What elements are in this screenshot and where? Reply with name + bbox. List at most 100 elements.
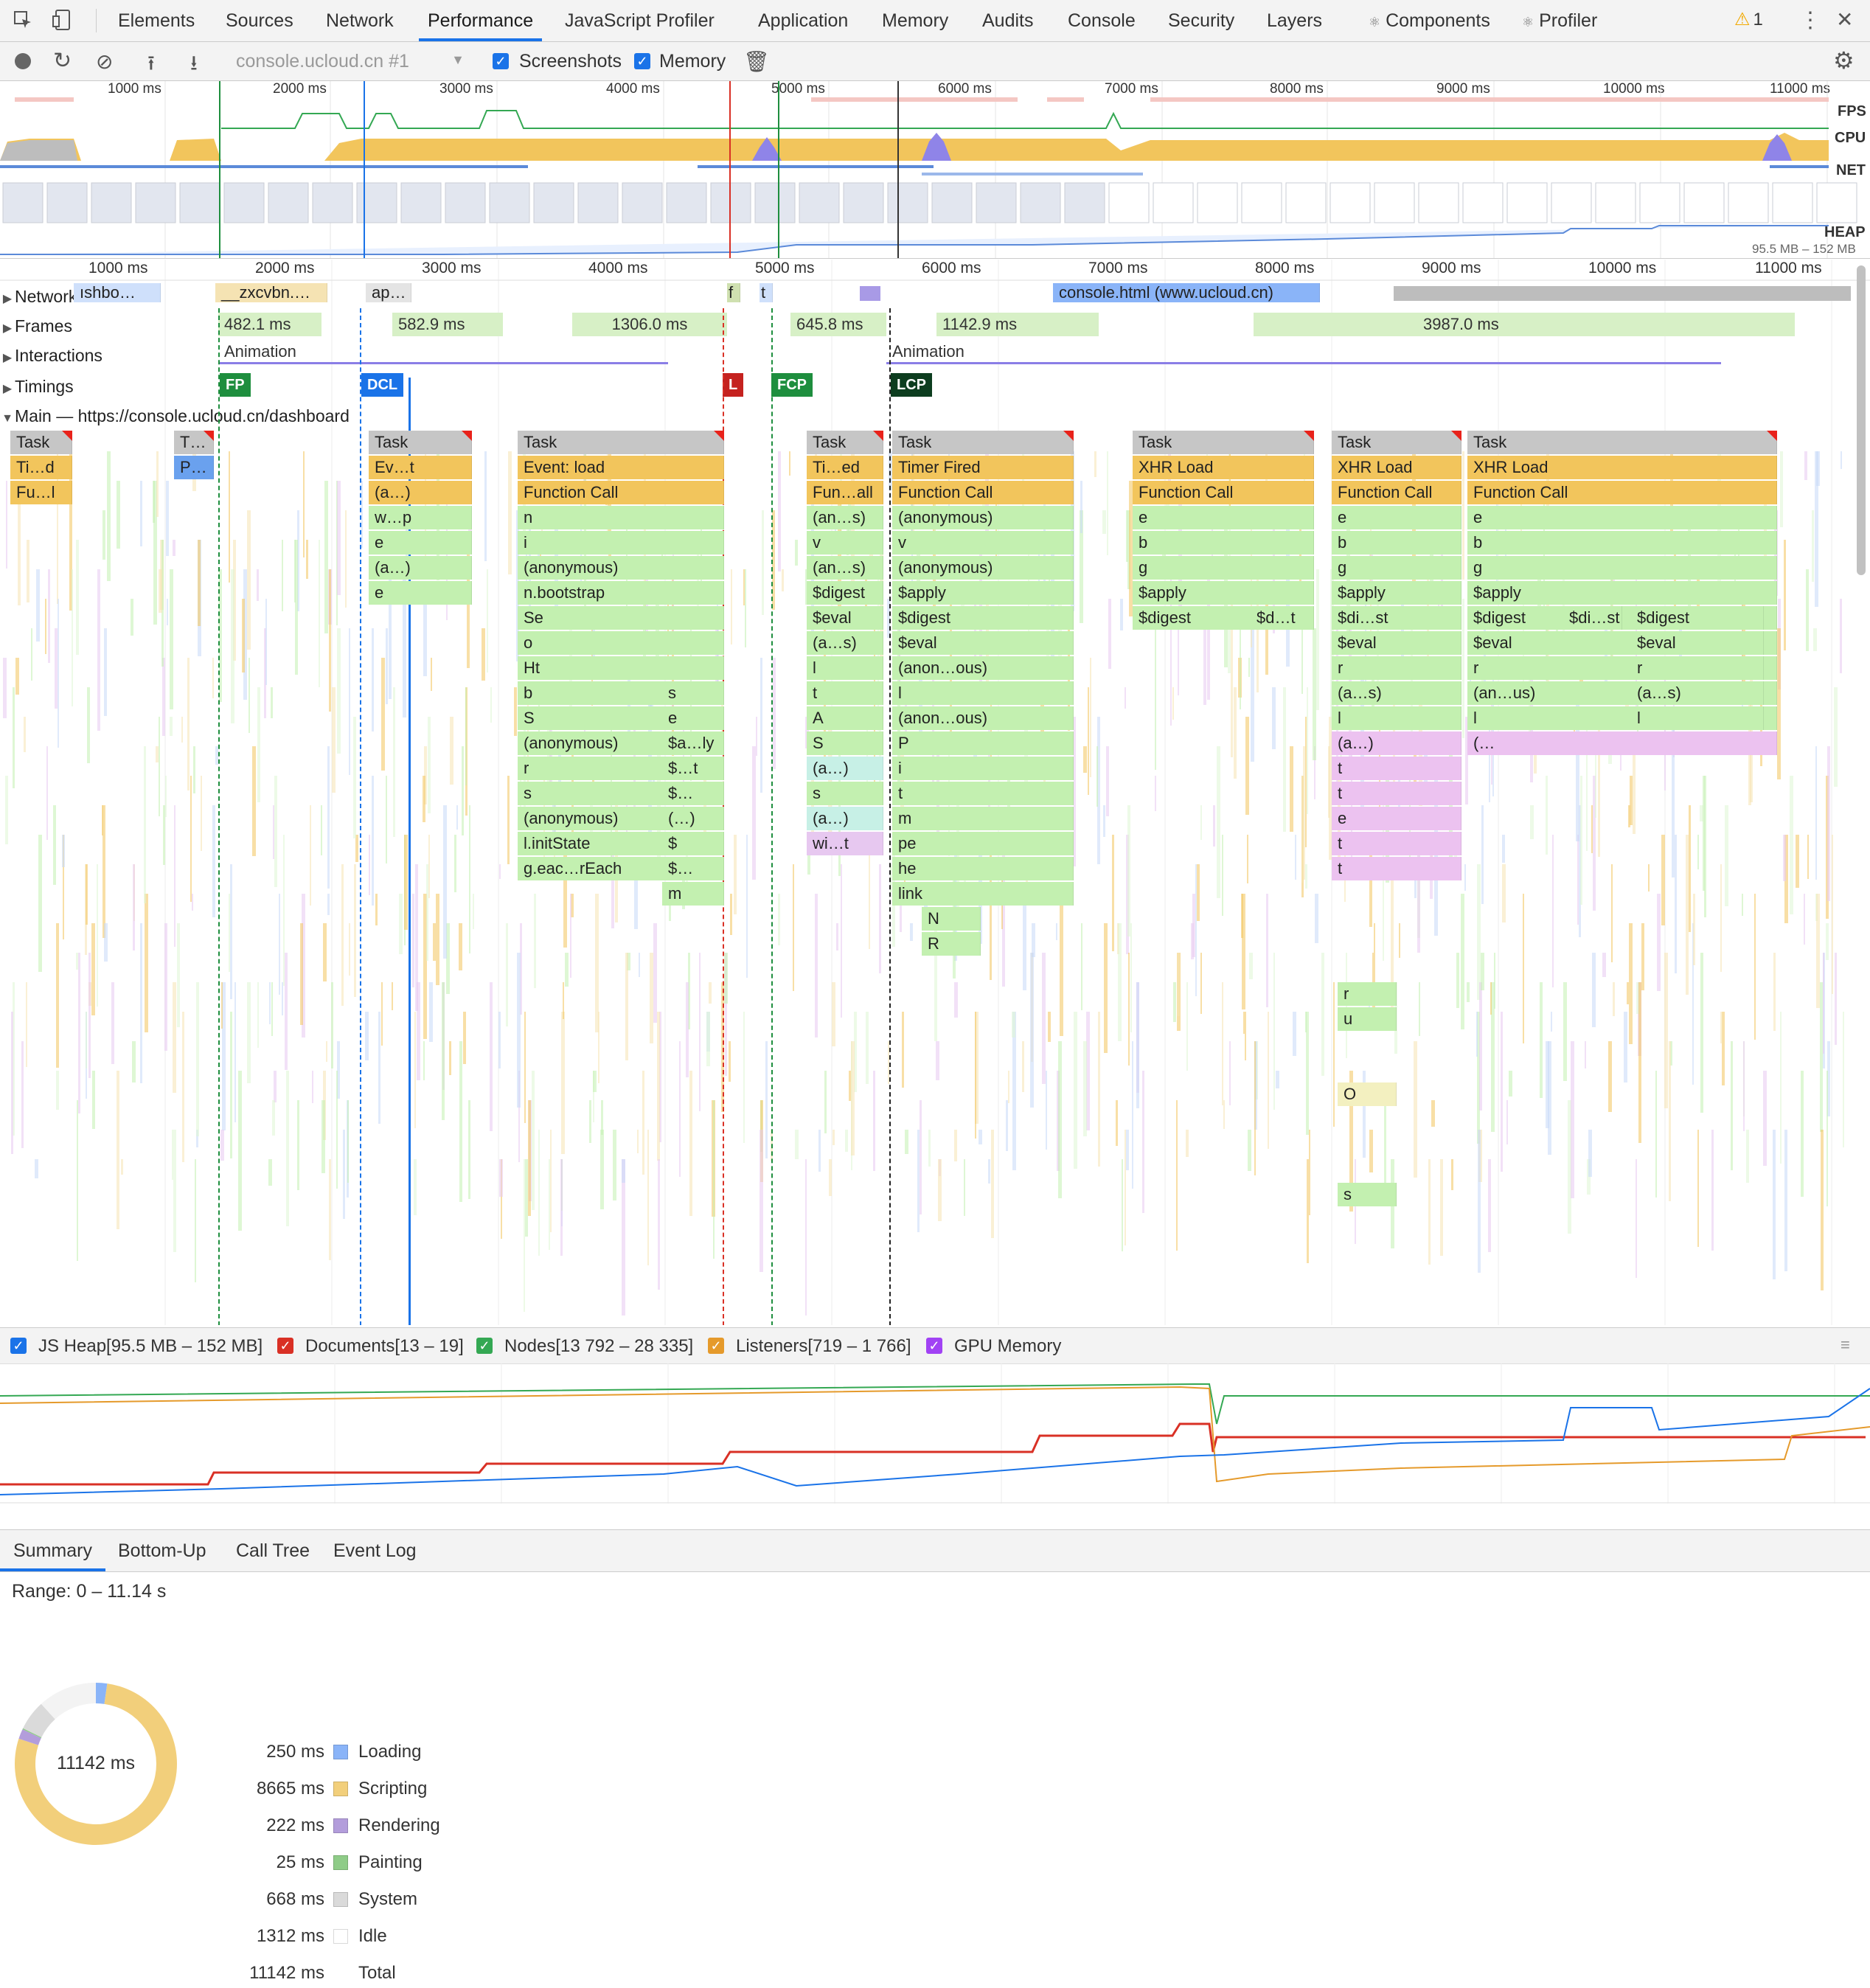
tab-console[interactable]: Console (1068, 10, 1136, 31)
listeners-checkbox[interactable]: ✓ (708, 1338, 724, 1354)
tab-performance[interactable]: Performance (419, 0, 543, 41)
call-frame[interactable]: Se (518, 606, 724, 630)
call-frame[interactable]: $apply (892, 581, 1074, 605)
call-frame[interactable]: g (1332, 556, 1461, 580)
call-frame[interactable]: Timer Fired (892, 456, 1074, 479)
network-request[interactable]: f (727, 283, 740, 302)
timing-load-badge[interactable]: L (723, 373, 744, 397)
call-frame[interactable]: (a…) (369, 481, 472, 504)
call-frame[interactable]: (a…) (807, 807, 883, 830)
drag-handle-icon[interactable]: ≡ (1841, 1335, 1850, 1354)
call-frame[interactable]: n (518, 506, 724, 529)
documents-checkbox[interactable]: ✓ (277, 1338, 293, 1354)
call-frame[interactable]: e (1467, 506, 1777, 529)
tab-audits[interactable]: Audits (982, 10, 1034, 31)
call-frame[interactable]: $d…t (1251, 606, 1314, 630)
frame-duration[interactable]: 1306.0 ms (572, 313, 727, 336)
timing-dcl-badge[interactable]: DCL (361, 373, 404, 397)
call-frame[interactable]: e (662, 706, 724, 730)
call-frame[interactable]: m (662, 882, 724, 906)
gpu-memory-checkbox[interactable]: ✓ (926, 1338, 942, 1354)
call-frame[interactable]: s (1338, 1183, 1397, 1206)
reload-record-icon[interactable]: ↻ (53, 49, 72, 73)
network-request[interactable]: __zxcvbn.… (215, 283, 327, 302)
call-frame[interactable]: (anonymous) (518, 556, 724, 580)
call-frame[interactable]: $ (662, 832, 724, 855)
memory-checkbox[interactable]: ✓ (634, 53, 650, 69)
call-frame[interactable]: (a…s) (1631, 681, 1764, 705)
interaction-animation[interactable]: Animation (218, 342, 668, 364)
track-interactions[interactable]: ▶ Interactions (0, 341, 102, 370)
call-frame[interactable]: $eval (1631, 631, 1764, 655)
call-frame[interactable]: (anonymous) (892, 556, 1074, 580)
call-frame[interactable]: v (892, 531, 1074, 555)
warnings-indicator[interactable]: ⚠ 1 (1734, 9, 1763, 30)
call-frame[interactable]: s (807, 782, 883, 805)
device-toolbar-icon[interactable] (52, 9, 74, 31)
call-frame[interactable]: Ti…ed (807, 456, 883, 479)
target-select[interactable]: console.ucloud.cn #1 ▼ (229, 46, 472, 76)
call-frame[interactable]: XHR Load (1133, 456, 1314, 479)
call-frame[interactable]: he (892, 857, 1074, 880)
screenshots-checkbox[interactable]: ✓ (493, 53, 509, 69)
call-frame[interactable]: A (807, 706, 883, 730)
call-frame[interactable]: i (518, 531, 724, 555)
clear-icon[interactable]: ⊘ (96, 50, 114, 73)
task-block[interactable]: Task (10, 431, 72, 454)
call-frame[interactable]: e (369, 531, 472, 555)
interaction-animation[interactable]: Animation (886, 342, 1721, 364)
call-frame[interactable]: $di…st (1563, 606, 1622, 630)
task-block[interactable]: Task (1467, 431, 1777, 454)
timing-fcp-badge[interactable]: FCP (771, 373, 813, 397)
call-frame[interactable]: Function Call (518, 481, 724, 504)
call-frame[interactable]: t (1332, 782, 1461, 805)
tab-security[interactable]: Security (1168, 10, 1235, 31)
memory-counters-chart[interactable] (0, 1363, 1870, 1504)
track-frames[interactable]: ▶ Frames (0, 311, 72, 341)
network-request[interactable]: ıshbo… (74, 283, 161, 302)
call-frame[interactable]: $apply (1332, 581, 1461, 605)
call-frame[interactable]: Event: load (518, 456, 724, 479)
call-frame[interactable]: b (1133, 531, 1314, 555)
task-block[interactable]: Task (892, 431, 1074, 454)
task-block[interactable]: Task (1332, 431, 1461, 454)
js-heap-checkbox[interactable]: ✓ (10, 1338, 27, 1354)
inspect-element-icon[interactable] (13, 10, 32, 29)
call-frame[interactable]: u (1338, 1007, 1397, 1031)
network-request[interactable]: t (760, 283, 773, 302)
track-main[interactable]: ▼Main — https://console.ucloud.cn/dashbo… (0, 401, 350, 431)
record-icon[interactable] (15, 53, 31, 69)
close-icon[interactable]: ✕ (1836, 8, 1854, 31)
timing-fp-badge[interactable]: FP (220, 373, 251, 397)
call-frame[interactable]: (a…) (807, 757, 883, 780)
call-frame[interactable]: $digest (807, 581, 883, 605)
call-frame[interactable]: e (1332, 807, 1461, 830)
call-frame[interactable]: Ht (518, 656, 724, 680)
call-frame[interactable]: (an…s) (807, 556, 883, 580)
call-frame[interactable]: b (1332, 531, 1461, 555)
flame-chart[interactable]: 1000 ms 2000 ms 3000 ms 4000 ms 5000 ms 6000 … (0, 260, 1870, 1325)
call-frame[interactable]: pe (892, 832, 1074, 855)
call-frame[interactable]: t (1332, 857, 1461, 880)
frame-duration[interactable]: 582.9 ms (392, 313, 503, 336)
frame-duration[interactable]: 645.8 ms (790, 313, 886, 336)
task-block[interactable]: Task (807, 431, 883, 454)
upload-profile-icon[interactable]: ⭱ (147, 52, 155, 74)
call-frame[interactable]: $digest (892, 606, 1074, 630)
call-frame[interactable]: P (892, 731, 1074, 755)
call-frame[interactable]: $… (662, 857, 724, 880)
call-frame[interactable]: XHR Load (1467, 456, 1777, 479)
call-frame[interactable]: Fun…all (807, 481, 883, 504)
tab-profiler[interactable]: ⚛ Profiler (1522, 0, 1597, 41)
network-request[interactable]: console.html (www.ucloud.cn) (1053, 283, 1320, 302)
call-frame[interactable]: $eval (892, 631, 1074, 655)
call-frame[interactable]: w…p (369, 506, 472, 529)
nodes-checkbox[interactable]: ✓ (476, 1338, 493, 1354)
call-frame[interactable]: Function Call (1332, 481, 1461, 504)
task-block[interactable]: Task (518, 431, 724, 454)
call-frame[interactable]: Ev…t (369, 456, 472, 479)
call-frame[interactable]: e (1133, 506, 1314, 529)
call-frame[interactable]: R (922, 932, 981, 956)
call-frame[interactable]: e (1332, 506, 1461, 529)
call-frame[interactable]: (an…s) (807, 506, 883, 529)
